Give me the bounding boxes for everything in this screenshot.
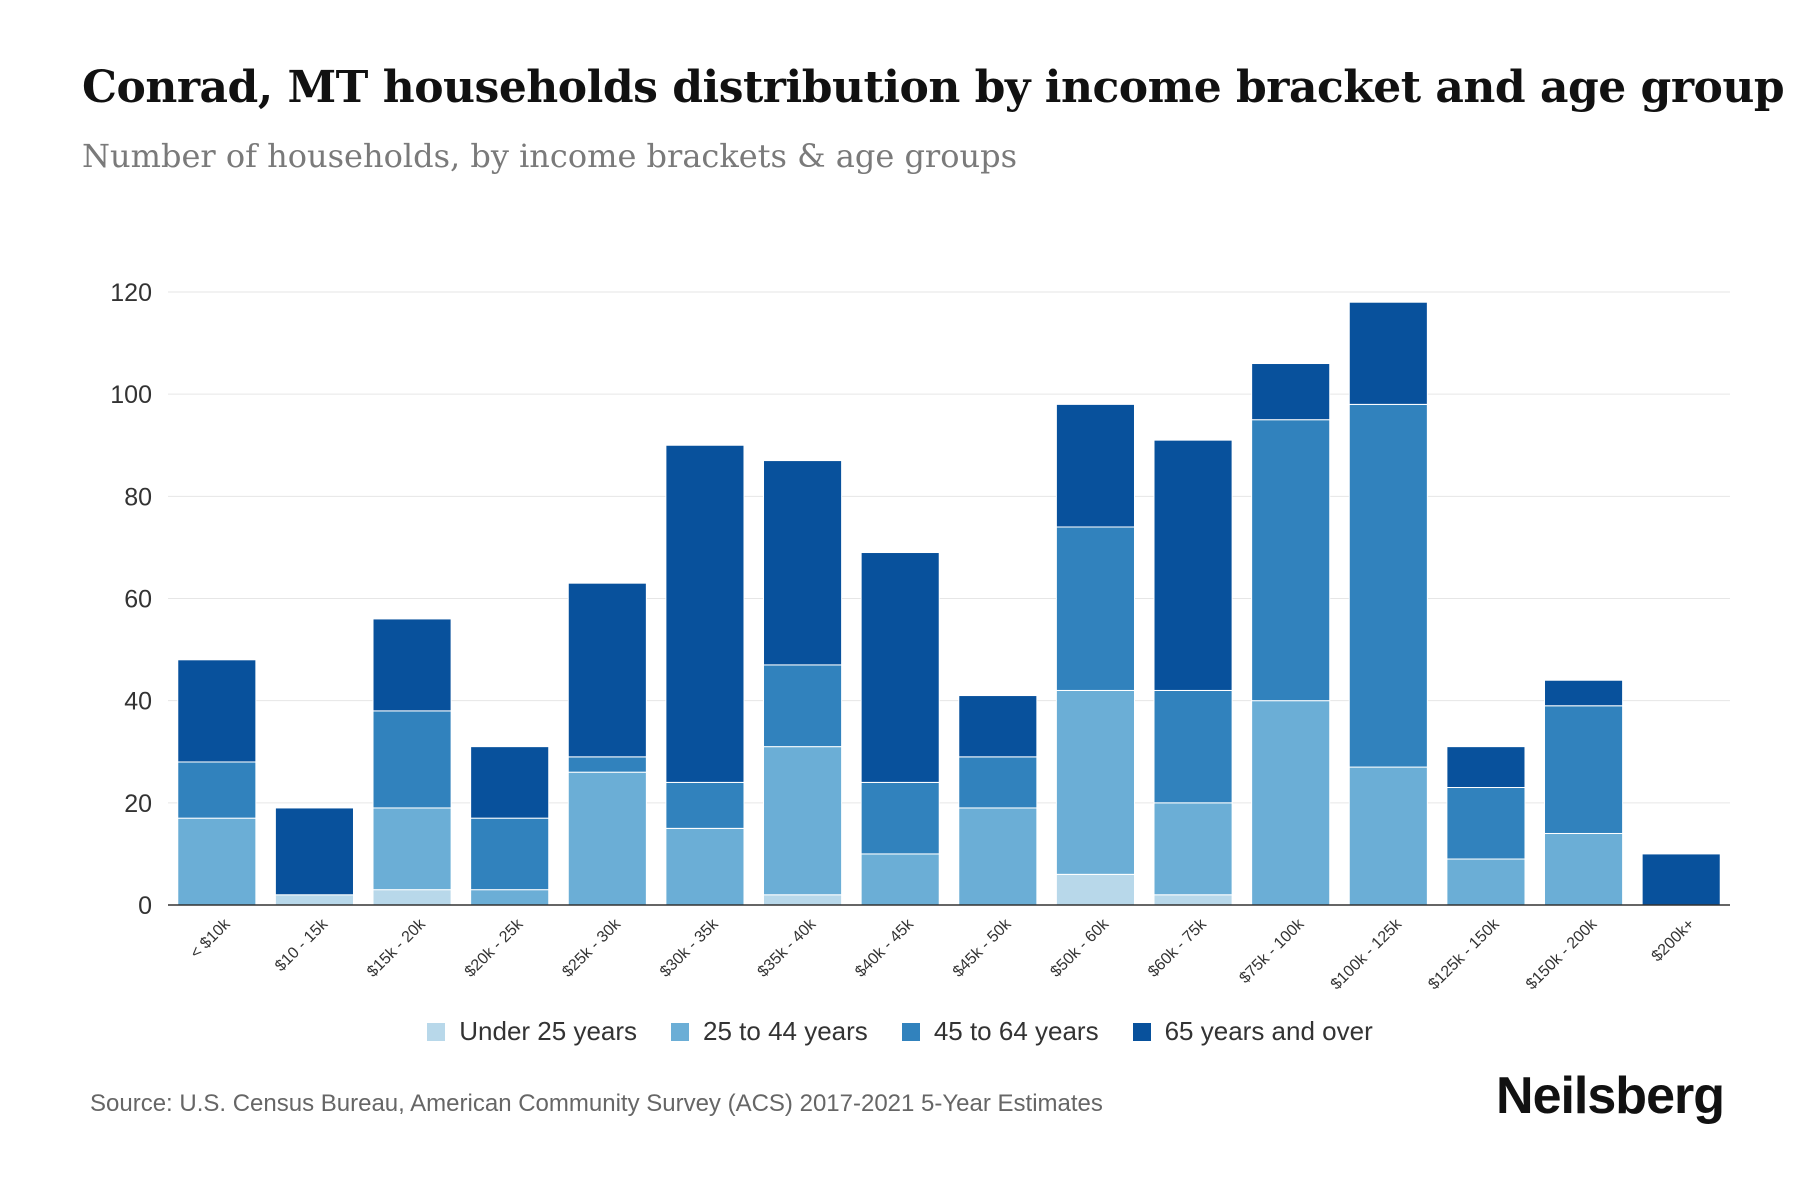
bar-segment xyxy=(567,756,647,773)
chart-title: Conrad, MT households distribution by in… xyxy=(82,62,1785,113)
bar-segment xyxy=(1153,802,1233,896)
x-tick-label: $75k - 100k xyxy=(1236,915,1308,987)
bar-segment xyxy=(1641,853,1721,906)
bar-segment xyxy=(1251,363,1331,421)
bar-segment xyxy=(763,460,843,666)
x-tick-label: $200k+ xyxy=(1649,916,1698,965)
legend-item: 65 years and over xyxy=(1132,1016,1373,1047)
x-tick-label: $10 - 15k xyxy=(272,915,332,975)
bar-segment xyxy=(177,817,257,906)
x-tick-label: $15k - 20k xyxy=(364,915,430,981)
bar-segment xyxy=(1544,705,1624,834)
bar-segment xyxy=(958,695,1038,758)
bar-segment xyxy=(274,894,354,906)
bar-segment xyxy=(372,710,452,809)
y-tick-label: 0 xyxy=(138,892,152,920)
bar-segment xyxy=(177,761,257,819)
y-tick-label: 80 xyxy=(124,483,152,511)
x-tick-label: $150k - 200k xyxy=(1523,915,1601,993)
x-tick-label: $100k - 125k xyxy=(1328,915,1406,993)
legend-label: 45 to 64 years xyxy=(933,1016,1099,1046)
legend-label: 65 years and over xyxy=(1164,1016,1373,1046)
bar-segment xyxy=(372,889,452,906)
bar-segment xyxy=(860,853,940,906)
bar-segment xyxy=(860,552,940,783)
bar-segment xyxy=(1446,787,1526,860)
x-tick-label: $40k - 45k xyxy=(852,915,918,981)
bar-segment xyxy=(1446,858,1526,906)
x-tick-label: $125k - 150k xyxy=(1425,915,1503,993)
bar-segment xyxy=(763,746,843,896)
y-tick-label: 40 xyxy=(124,688,152,716)
y-tick-label: 100 xyxy=(110,381,152,409)
stacked-bar-chart: 0 20 40 60 80 100 120 < $10k $10 - 15k $15k - 20k… xyxy=(110,279,1730,993)
legend-swatch xyxy=(901,1022,920,1041)
y-tick-label: 20 xyxy=(124,790,152,818)
bar-segment xyxy=(567,771,647,906)
bar-segment xyxy=(1348,766,1428,906)
bar-segment xyxy=(958,807,1038,906)
brand-logo: Neilsberg xyxy=(1496,1067,1725,1125)
legend-swatch xyxy=(427,1022,446,1041)
bar-segment xyxy=(274,807,354,896)
x-tick-label: $50k - 60k xyxy=(1047,915,1113,981)
bar-segment xyxy=(763,894,843,906)
bar-segment xyxy=(1055,689,1135,875)
legend-label: Under 25 years xyxy=(459,1016,638,1046)
bar-segment xyxy=(177,659,257,763)
legend-item: Under 25 years xyxy=(427,1016,637,1047)
bar-segment xyxy=(1153,439,1233,691)
bar-segment xyxy=(1251,700,1331,906)
bar-segment xyxy=(860,781,940,855)
x-tick-label: $30k - 35k xyxy=(657,915,723,981)
legend-item: 45 to 64 years xyxy=(901,1016,1099,1047)
y-tick-label: 120 xyxy=(110,279,152,307)
x-tick-label: $20k - 25k xyxy=(462,915,528,981)
bar-segment xyxy=(1348,403,1428,768)
bar-segment xyxy=(567,582,647,758)
x-tick-label: < $10k xyxy=(187,915,234,962)
bar-segment xyxy=(665,827,745,906)
bar-segment xyxy=(665,444,745,783)
bar-segment xyxy=(958,756,1038,809)
bar-segment xyxy=(763,664,843,748)
x-tick-label: $25k - 30k xyxy=(559,915,625,981)
chart-subtitle: Number of households, by income brackets… xyxy=(82,137,1017,175)
bar-segment xyxy=(1055,873,1135,906)
bar-segment xyxy=(372,807,452,891)
chart-legend: Under 25 years 25 to 44 years 45 to 64 yea… xyxy=(0,1016,1800,1047)
bar-segment xyxy=(1055,526,1135,691)
legend-swatch xyxy=(671,1022,690,1041)
y-tick-label: 60 xyxy=(124,586,152,614)
legend-label: 25 to 44 years xyxy=(703,1016,868,1046)
bar-segment xyxy=(470,746,550,819)
legend-item: 25 to 44 years xyxy=(671,1016,868,1047)
x-tick-label: $60k - 75k xyxy=(1145,915,1211,981)
bar-segment xyxy=(1251,419,1331,702)
x-tick-label: $35k - 40k xyxy=(755,915,821,981)
bar-segment xyxy=(1348,301,1428,405)
bar-segment xyxy=(1153,894,1233,906)
bar-segment xyxy=(1544,679,1624,707)
bar-segment xyxy=(470,889,550,906)
source-note: Source: U.S. Census Bureau, American Com… xyxy=(90,1090,1103,1117)
bar-segment xyxy=(1055,403,1135,528)
legend-swatch xyxy=(1132,1022,1151,1041)
x-tick-label: $45k - 50k xyxy=(950,915,1016,981)
bar-segment xyxy=(1446,746,1526,789)
bar-segment xyxy=(665,781,745,829)
bar-segment xyxy=(470,817,550,891)
bar-segment xyxy=(1153,689,1233,804)
bar-segment xyxy=(372,618,452,712)
bar-segment xyxy=(1544,832,1624,906)
